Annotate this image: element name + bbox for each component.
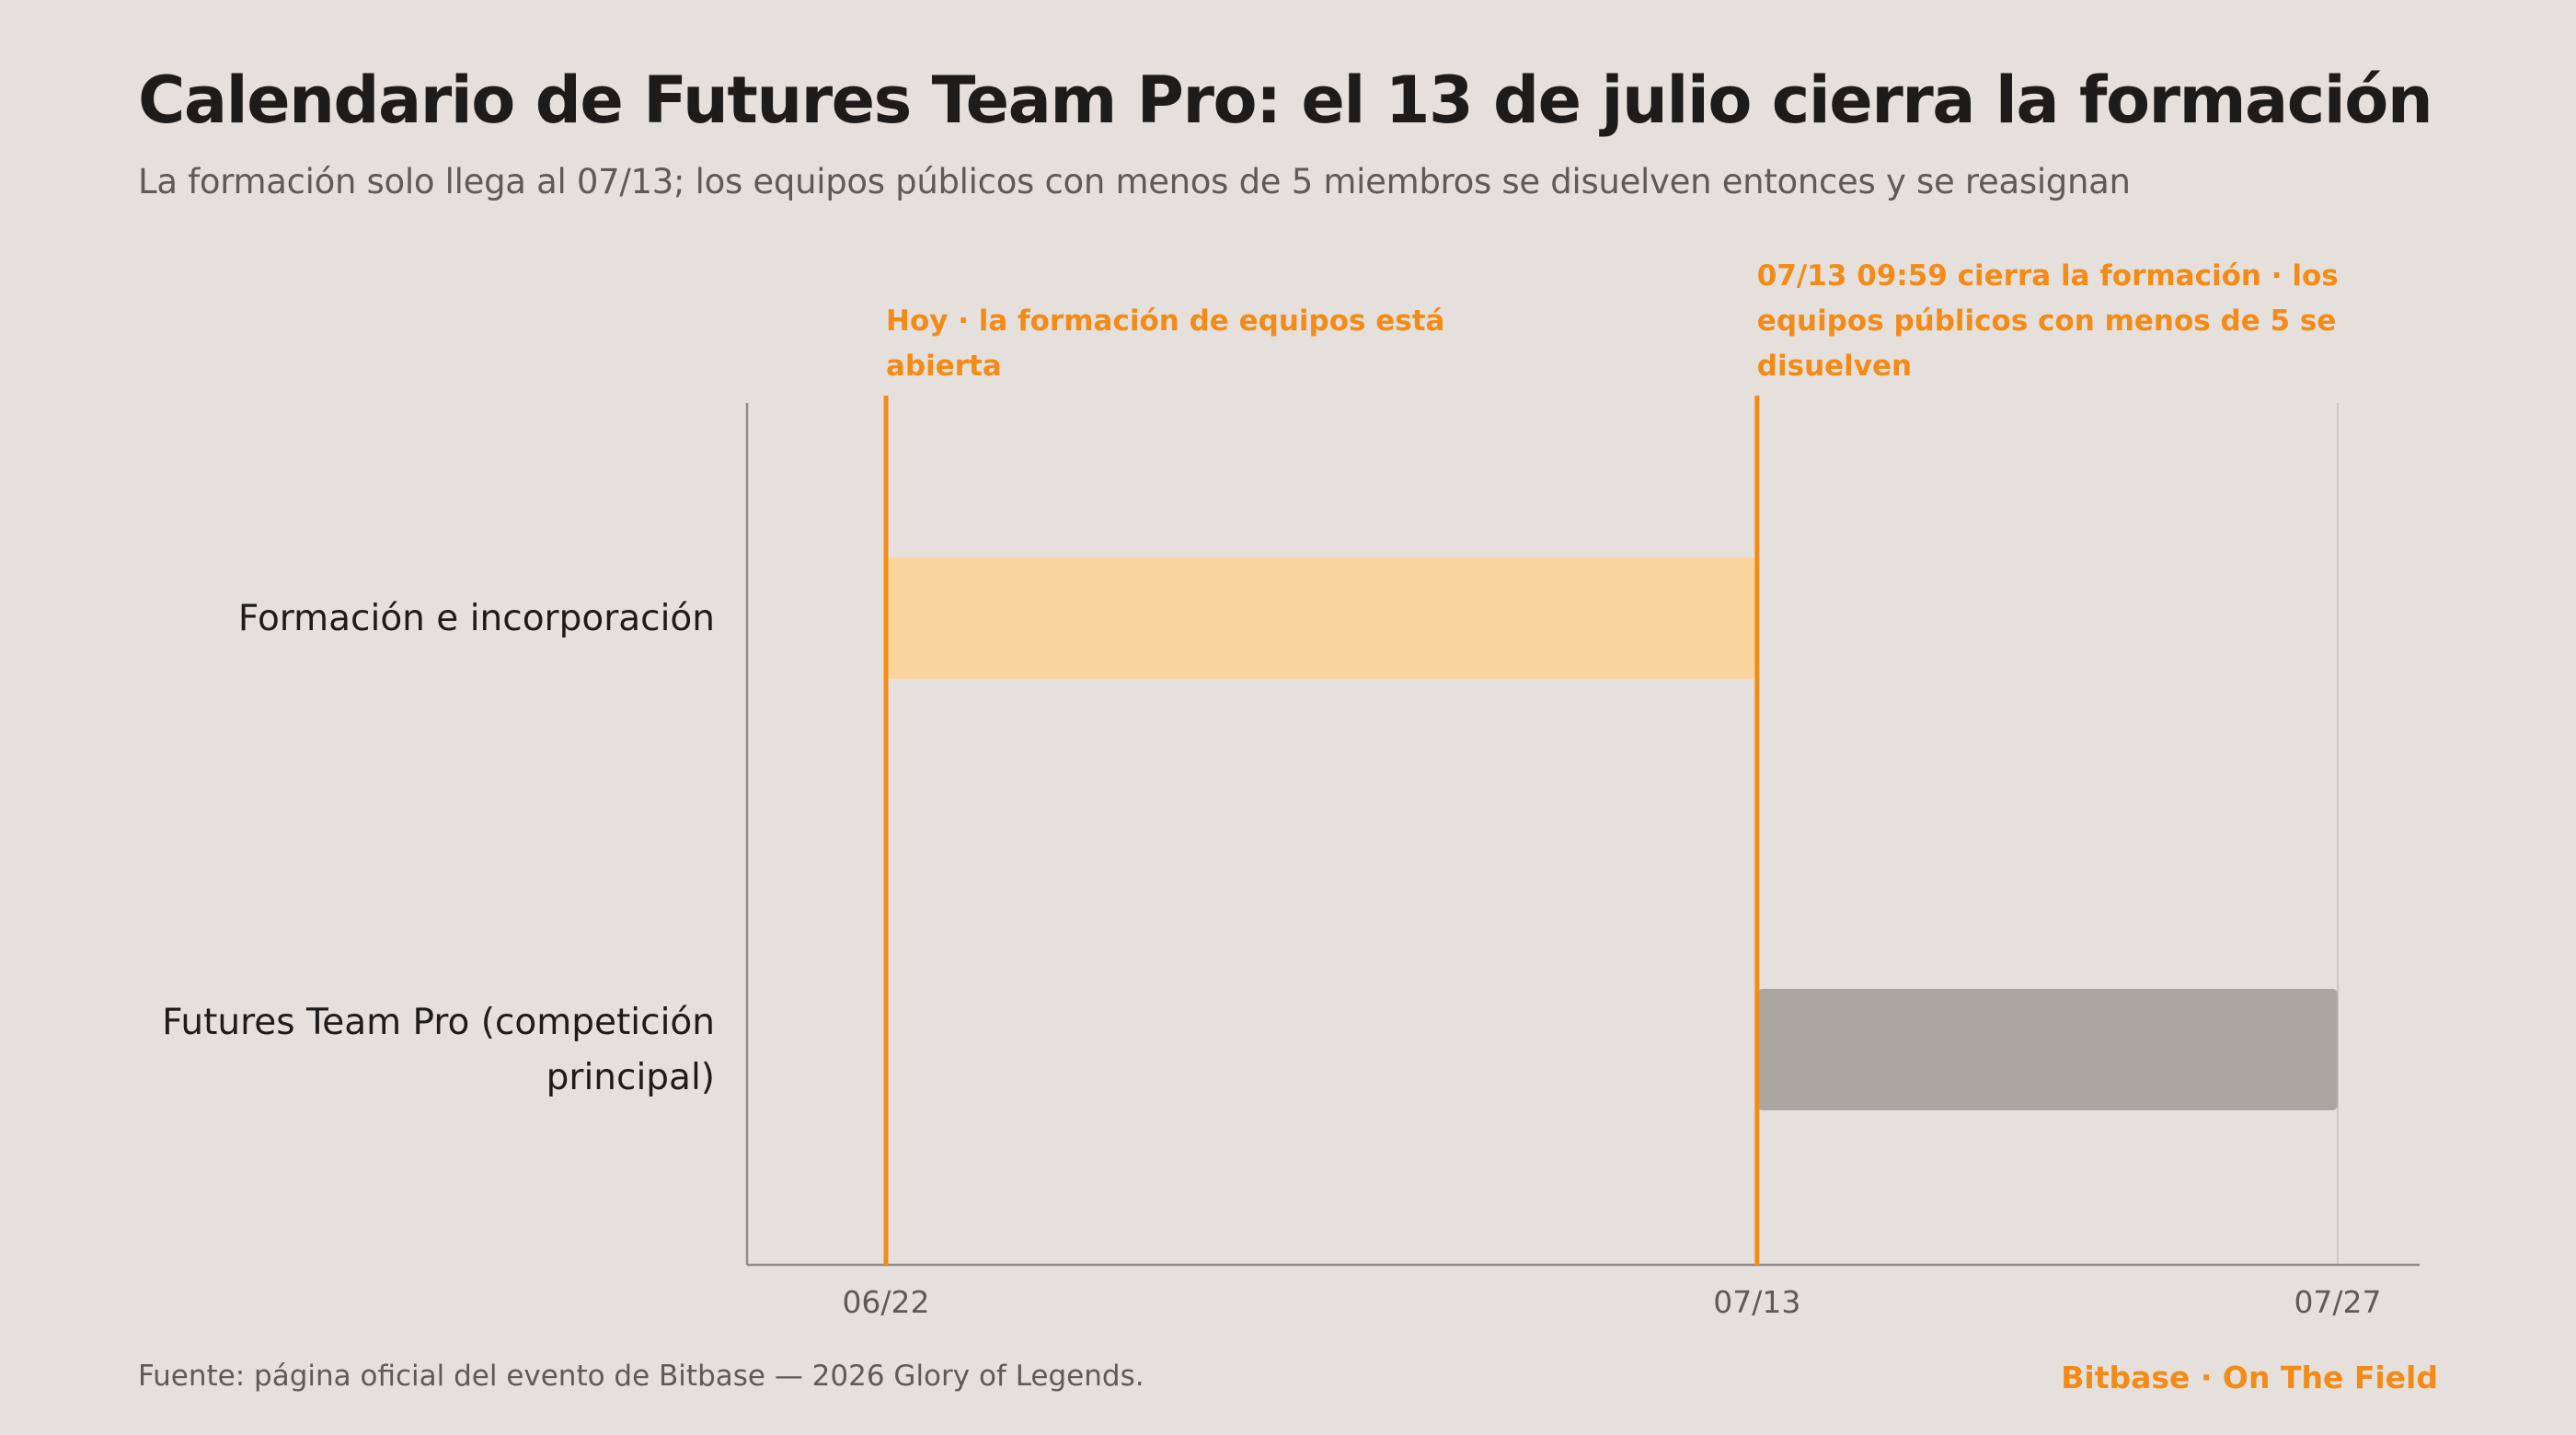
x-tick-label-2: 07/13 (1713, 1284, 1800, 1320)
marker-label-2-line-2: equipos públicos con menos de 5 se (1757, 304, 2337, 338)
marker-label-1-line-1: Hoy · la formación de equipos está (886, 304, 1444, 338)
x-tick-label-1: 06/22 (842, 1284, 929, 1320)
row-label-2-line-1: Futures Team Pro (competición (162, 1002, 715, 1043)
marker-label-2-line-3: disuelven (1757, 350, 1912, 383)
x-tick-label-3: 07/27 (2294, 1284, 2381, 1320)
row-label-2-line-2: principal) (546, 1057, 715, 1098)
marker-label-2-line-1: 07/13 09:59 cierra la formación · los (1757, 259, 2339, 293)
bar-2 (1756, 989, 2338, 1110)
page-title: Calendario de Futures Team Pro: el 13 de… (138, 63, 2433, 138)
marker-label-1-line-2: abierta (886, 350, 1002, 383)
source-note: Fuente: página oficial del evento de Bit… (138, 1360, 1144, 1393)
brand-label: Bitbase · On The Field (2061, 1360, 2438, 1395)
row-label-1-line-1: Formación e incorporación (238, 598, 715, 639)
page-subtitle: La formación solo llega al 07/13; los eq… (138, 162, 2131, 201)
bar-1 (886, 557, 1757, 679)
